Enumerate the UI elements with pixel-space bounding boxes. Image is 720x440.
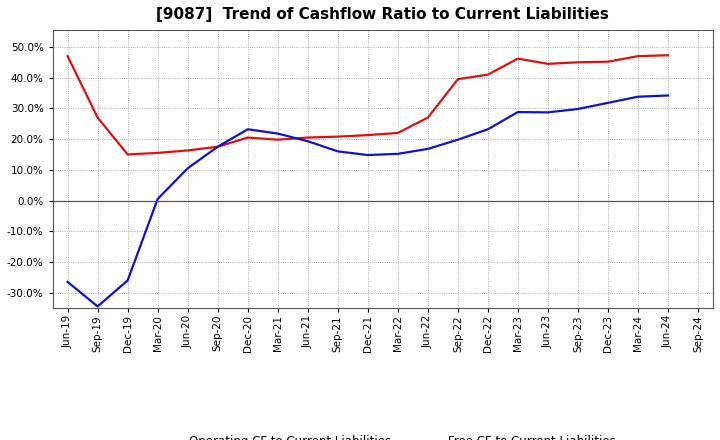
Title: [9087]  Trend of Cashflow Ratio to Current Liabilities: [9087] Trend of Cashflow Ratio to Curren… — [156, 7, 609, 22]
Operating CF to Current Liabilities — [634, 54, 642, 59]
Free CF to Current Liabilities — [603, 100, 612, 106]
Operating CF to Current Liabilities — [364, 132, 372, 138]
Operating CF to Current Liabilities — [184, 148, 192, 153]
Free CF to Current Liabilities — [94, 304, 102, 309]
Free CF to Current Liabilities — [333, 149, 342, 154]
Operating CF to Current Liabilities — [213, 144, 222, 150]
Operating CF to Current Liabilities — [153, 150, 162, 156]
Free CF to Current Liabilities — [184, 165, 192, 171]
Free CF to Current Liabilities — [303, 139, 312, 144]
Operating CF to Current Liabilities — [484, 72, 492, 77]
Operating CF to Current Liabilities — [274, 137, 282, 142]
Operating CF to Current Liabilities — [544, 61, 552, 66]
Free CF to Current Liabilities — [153, 196, 162, 202]
Line: Operating CF to Current Liabilities: Operating CF to Current Liabilities — [68, 55, 668, 154]
Free CF to Current Liabilities — [484, 127, 492, 132]
Legend: Operating CF to Current Liabilities, Free CF to Current Liabilities: Operating CF to Current Liabilities, Fre… — [145, 431, 621, 440]
Free CF to Current Liabilities — [544, 110, 552, 115]
Operating CF to Current Liabilities — [94, 115, 102, 120]
Free CF to Current Liabilities — [364, 152, 372, 158]
Free CF to Current Liabilities — [574, 106, 582, 112]
Line: Free CF to Current Liabilities: Free CF to Current Liabilities — [68, 95, 668, 307]
Free CF to Current Liabilities — [634, 94, 642, 99]
Operating CF to Current Liabilities — [454, 77, 462, 82]
Operating CF to Current Liabilities — [664, 53, 672, 58]
Free CF to Current Liabilities — [274, 131, 282, 136]
Operating CF to Current Liabilities — [333, 134, 342, 139]
Operating CF to Current Liabilities — [603, 59, 612, 64]
Free CF to Current Liabilities — [63, 279, 72, 285]
Free CF to Current Liabilities — [513, 110, 522, 115]
Free CF to Current Liabilities — [213, 144, 222, 150]
Free CF to Current Liabilities — [454, 137, 462, 142]
Free CF to Current Liabilities — [394, 151, 402, 157]
Operating CF to Current Liabilities — [63, 54, 72, 59]
Free CF to Current Liabilities — [423, 146, 432, 151]
Operating CF to Current Liabilities — [423, 115, 432, 120]
Operating CF to Current Liabilities — [123, 152, 132, 157]
Operating CF to Current Liabilities — [303, 135, 312, 140]
Operating CF to Current Liabilities — [394, 130, 402, 136]
Operating CF to Current Liabilities — [243, 135, 252, 140]
Free CF to Current Liabilities — [123, 278, 132, 283]
Operating CF to Current Liabilities — [574, 60, 582, 65]
Free CF to Current Liabilities — [664, 93, 672, 98]
Operating CF to Current Liabilities — [513, 56, 522, 61]
Free CF to Current Liabilities — [243, 127, 252, 132]
